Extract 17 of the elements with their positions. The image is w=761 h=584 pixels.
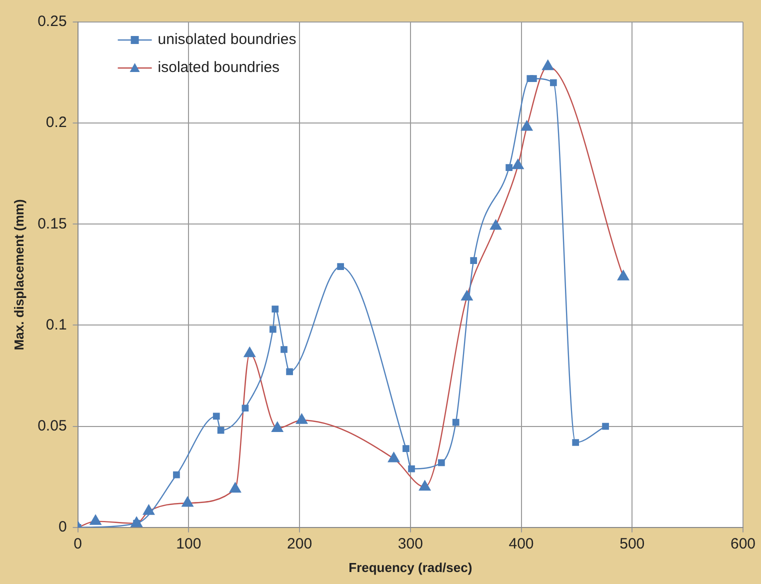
legend-label: isolated boundries <box>158 59 280 76</box>
legend-label: unisolated boundries <box>158 31 296 48</box>
y-tick-label: 0.25 <box>38 13 67 30</box>
x-tick-label: 300 <box>398 536 423 553</box>
y-axis-title: Max. displacement (mm) <box>11 199 26 350</box>
y-tick-label: 0.2 <box>46 114 67 132</box>
x-tick-label: 400 <box>508 536 534 553</box>
x-tick-label: 100 <box>176 536 202 553</box>
y-tick-label: 0.15 <box>38 215 67 232</box>
y-tick-label: 0.05 <box>38 417 67 434</box>
x-tick-label: 0 <box>74 536 82 553</box>
x-axis-title: Frequency (rad/sec) <box>348 560 472 575</box>
y-tick-label: 0.1 <box>46 316 67 334</box>
x-tick-label: 200 <box>287 536 312 553</box>
x-tick-label: 500 <box>620 536 645 553</box>
y-tick-label: 0 <box>58 518 67 536</box>
x-tick-label: 600 <box>730 536 756 553</box>
